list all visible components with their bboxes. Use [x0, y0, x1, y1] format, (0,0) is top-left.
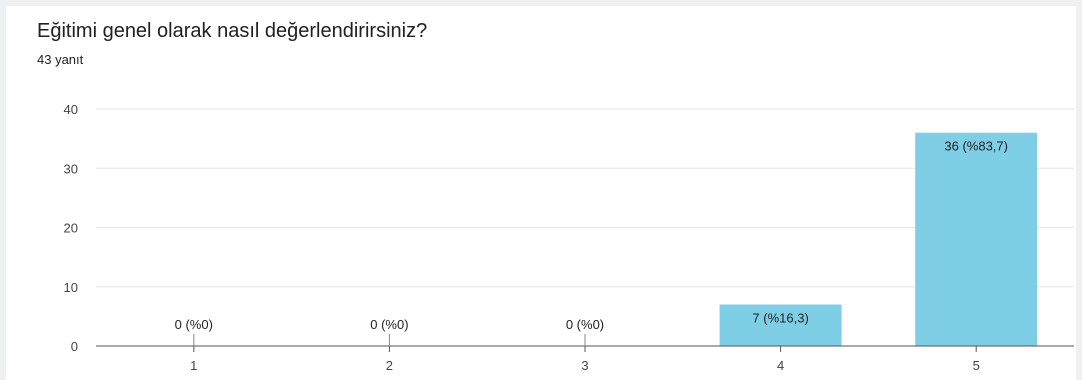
data-label: 0 (%0) [175, 317, 213, 332]
data-label: 0 (%0) [566, 317, 604, 332]
y-tick-label: 20 [64, 221, 78, 236]
x-tick-label: 2 [386, 358, 393, 373]
y-tick-label: 10 [64, 280, 78, 295]
y-tick-label: 40 [64, 102, 78, 117]
bar-chart: 0 10 20 30 40 1 2 3 4 5 0 (%0) 0 (%0) 0 (%0) 7 (%16,3… [64, 102, 1074, 373]
y-tick-label: 30 [64, 161, 78, 176]
response-count: 43 yanıt [37, 52, 84, 67]
data-label: 7 (%16,3) [752, 311, 808, 326]
y-tick-label: 0 [71, 339, 78, 354]
question-title: Eğitimi genel olarak nasıl değerlendirir… [37, 20, 428, 42]
bar-5 [915, 132, 1038, 346]
x-tick-label: 3 [581, 358, 588, 373]
data-label: 0 (%0) [370, 317, 408, 332]
x-tick-label: 1 [190, 358, 197, 373]
bar-4 [719, 304, 842, 346]
x-tick-label: 5 [973, 358, 980, 373]
x-tick-label: 4 [777, 358, 784, 373]
chart-card: Eğitimi genel olarak nasıl değerlendirir… [6, 6, 1076, 380]
data-label: 36 (%83,7) [944, 139, 1008, 154]
